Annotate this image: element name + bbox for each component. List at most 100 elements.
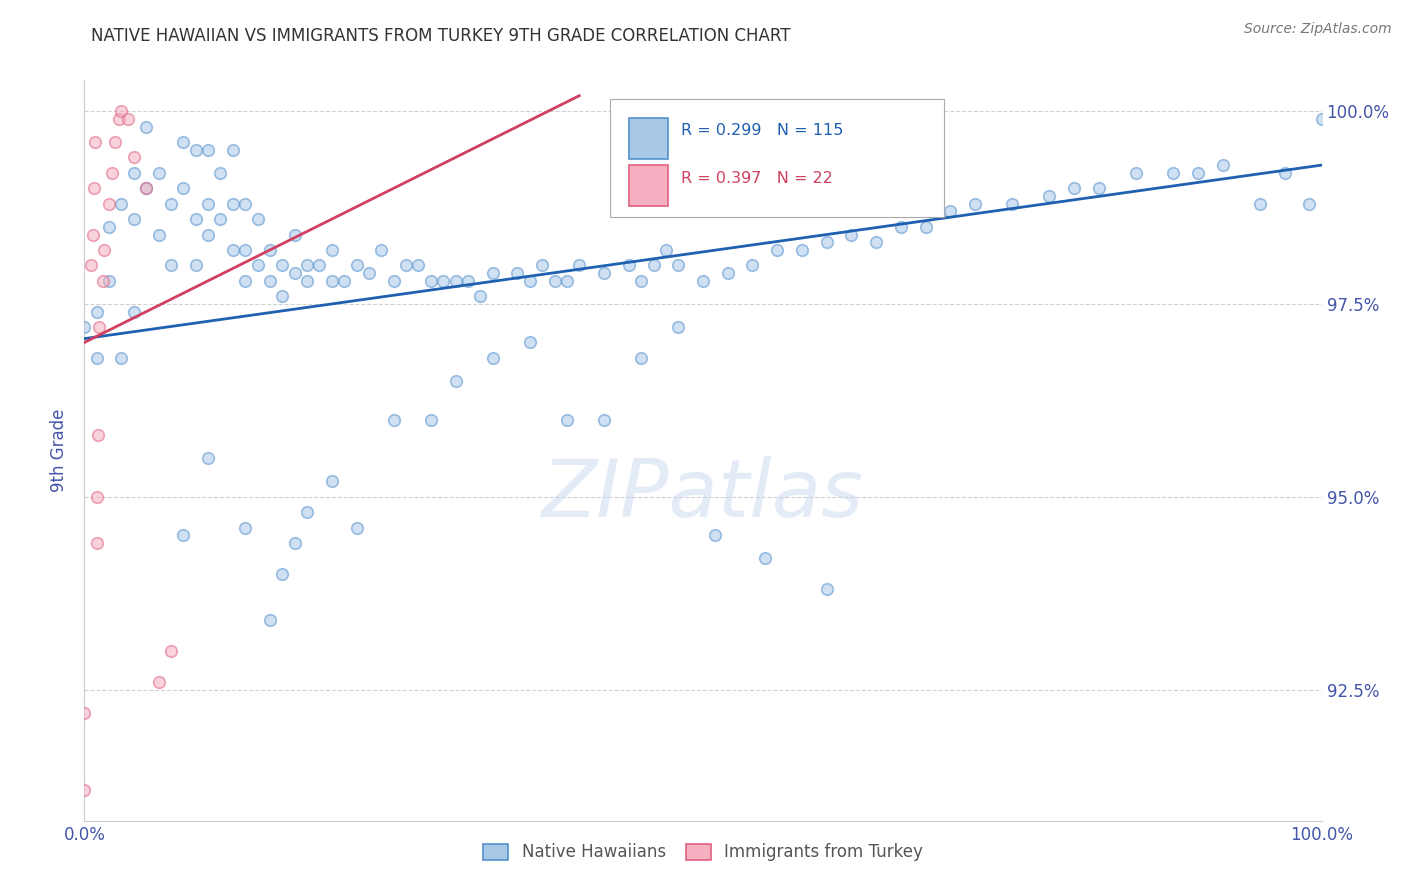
Point — [357, 266, 380, 280]
Point — [73, 782, 96, 797]
Point — [122, 166, 145, 180]
Point — [259, 613, 281, 627]
Point — [965, 196, 987, 211]
Point — [246, 212, 269, 227]
Point — [419, 274, 441, 288]
Point — [1310, 112, 1333, 126]
Point — [98, 219, 121, 234]
Point — [593, 412, 616, 426]
Point — [222, 196, 245, 211]
Point — [209, 212, 232, 227]
Point — [197, 196, 219, 211]
Point — [370, 243, 392, 257]
Point — [271, 258, 294, 272]
Point — [1088, 181, 1111, 195]
Point — [110, 196, 132, 211]
Point — [79, 258, 101, 272]
Point — [939, 204, 962, 219]
Point — [160, 196, 183, 211]
Point — [197, 227, 219, 242]
Point — [815, 235, 838, 250]
Point — [555, 274, 578, 288]
Point — [271, 289, 294, 303]
Point — [519, 274, 541, 288]
Point — [295, 505, 318, 519]
Point — [865, 235, 887, 250]
Point — [135, 181, 157, 195]
Text: Source: ZipAtlas.com: Source: ZipAtlas.com — [1244, 22, 1392, 37]
Point — [841, 227, 863, 242]
Point — [284, 227, 307, 242]
Point — [444, 374, 467, 388]
Point — [717, 266, 740, 280]
Point — [1125, 166, 1147, 180]
Point — [692, 274, 714, 288]
Point — [1249, 196, 1271, 211]
Point — [444, 274, 467, 288]
Point — [295, 274, 318, 288]
Point — [321, 475, 343, 489]
Point — [184, 143, 207, 157]
Text: R = 0.397   N = 22: R = 0.397 N = 22 — [681, 170, 832, 186]
Point — [914, 219, 936, 234]
Text: R = 0.299   N = 115: R = 0.299 N = 115 — [681, 123, 844, 138]
Point — [86, 351, 108, 365]
Point — [160, 644, 183, 658]
Point — [1161, 166, 1184, 180]
Point — [233, 243, 256, 257]
Point — [271, 566, 294, 581]
Point — [233, 274, 256, 288]
Point — [197, 143, 219, 157]
Point — [233, 196, 256, 211]
Point — [519, 335, 541, 350]
Point — [568, 258, 591, 272]
Point — [321, 274, 343, 288]
Point — [98, 196, 121, 211]
Point — [160, 258, 183, 272]
Point — [890, 219, 912, 234]
Point — [110, 351, 132, 365]
Point — [643, 258, 665, 272]
Text: NATIVE HAWAIIAN VS IMMIGRANTS FROM TURKEY 9TH GRADE CORRELATION CHART: NATIVE HAWAIIAN VS IMMIGRANTS FROM TURKE… — [91, 27, 792, 45]
Point — [1187, 166, 1209, 180]
Point — [295, 258, 318, 272]
Point — [172, 528, 194, 542]
Point — [1212, 158, 1234, 172]
Point — [87, 428, 110, 442]
Point — [122, 150, 145, 164]
Point — [1274, 166, 1296, 180]
Point — [184, 258, 207, 272]
Point — [148, 166, 170, 180]
Point — [655, 243, 678, 257]
Point — [259, 274, 281, 288]
Text: ZIPatlas: ZIPatlas — [541, 456, 865, 534]
Point — [122, 304, 145, 318]
Point — [91, 274, 114, 288]
Point — [135, 181, 157, 195]
Point — [108, 112, 131, 126]
Point — [395, 258, 418, 272]
Point — [222, 143, 245, 157]
Point — [148, 674, 170, 689]
Point — [86, 536, 108, 550]
Point — [98, 274, 121, 288]
Point — [93, 243, 115, 257]
Point — [766, 243, 789, 257]
Point — [172, 135, 194, 149]
Point — [333, 274, 356, 288]
Point — [419, 412, 441, 426]
Point — [86, 304, 108, 318]
Point — [321, 243, 343, 257]
Point — [593, 266, 616, 280]
Point — [481, 266, 503, 280]
FancyBboxPatch shape — [628, 118, 668, 160]
Point — [555, 412, 578, 426]
Legend: Native Hawaiians, Immigrants from Turkey: Native Hawaiians, Immigrants from Turkey — [477, 837, 929, 868]
Point — [122, 212, 145, 227]
Point — [82, 227, 104, 242]
Point — [704, 528, 727, 542]
Point — [382, 412, 405, 426]
Point — [617, 258, 640, 272]
FancyBboxPatch shape — [610, 99, 945, 218]
Point — [117, 112, 139, 126]
